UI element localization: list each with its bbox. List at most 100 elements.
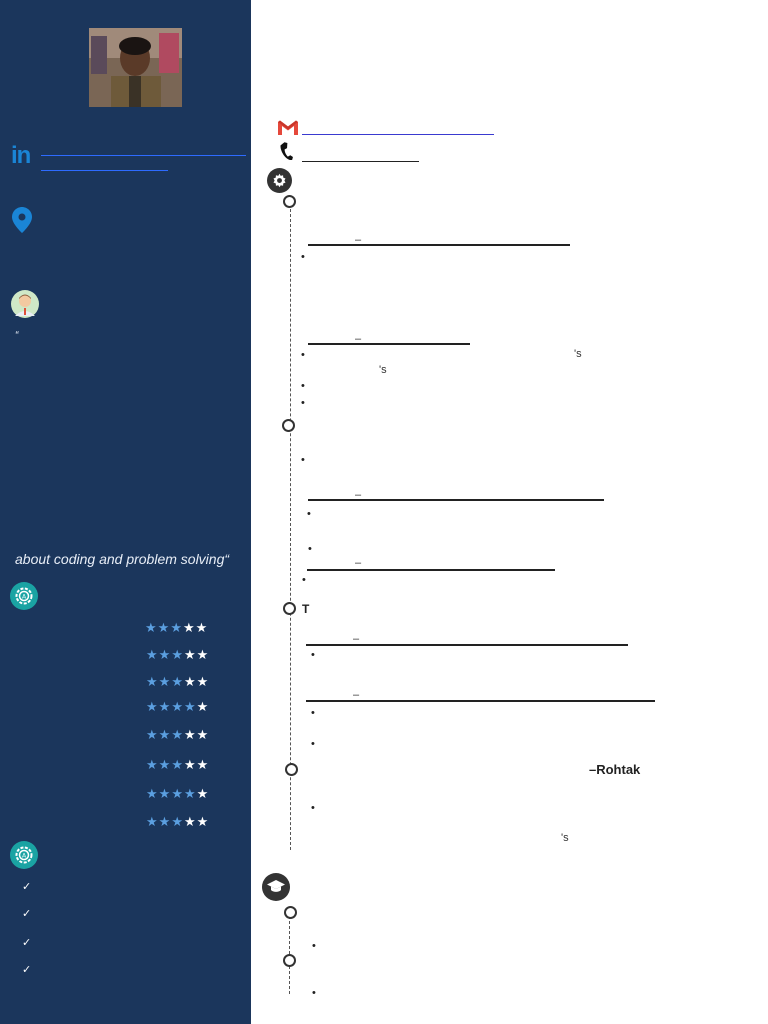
role-dash: – — [353, 689, 360, 701]
company-initial: T — [302, 602, 310, 616]
skill-star-rating: ★★★★★ — [145, 622, 208, 636]
role-dash: – — [355, 557, 362, 569]
bullet: • — [311, 649, 315, 661]
svg-text:A: A — [22, 853, 27, 860]
star-empty-icon: ★ — [183, 728, 197, 743]
star-filled-icon: ★ — [183, 787, 197, 802]
star-filled-icon: ★ — [158, 648, 172, 663]
job-location: –Rohtak — [589, 762, 641, 777]
check-item: ✓ — [22, 907, 32, 920]
quote-open-mark: “ — [15, 330, 19, 341]
star-empty-icon: ★ — [196, 700, 210, 715]
possessive-text: 's — [574, 348, 582, 360]
star-filled-icon: ★ — [158, 700, 172, 715]
star-empty-icon: ★ — [195, 621, 209, 636]
star-filled-icon: ★ — [171, 815, 184, 830]
profile-summary-tail: about coding and problem solving“ — [15, 551, 230, 567]
skill-star-rating: ★★★★★ — [146, 701, 209, 715]
education-cap-icon — [262, 873, 290, 901]
star-empty-icon: ★ — [182, 621, 196, 636]
star-filled-icon: ★ — [158, 675, 172, 690]
bullet: • — [301, 349, 305, 361]
star-filled-icon: ★ — [146, 787, 159, 802]
phone-icon — [278, 142, 294, 167]
role-underline — [307, 569, 555, 571]
bullet: • — [311, 738, 315, 750]
phone-link[interactable] — [302, 161, 419, 162]
profile-avatar-icon — [11, 290, 39, 323]
bullet: • — [312, 940, 316, 952]
star-empty-icon: ★ — [196, 675, 210, 690]
role-underline — [308, 244, 570, 246]
sidebar: in “ about coding and problem solving“ A… — [0, 0, 251, 1024]
role-dash: – — [355, 489, 362, 501]
star-filled-icon: ★ — [145, 621, 158, 636]
role-dash: – — [355, 234, 362, 246]
possessive-text: 's — [379, 364, 387, 376]
star-filled-icon: ★ — [146, 648, 159, 663]
star-filled-icon: ★ — [171, 728, 184, 743]
bullet: • — [312, 987, 316, 999]
svg-text:A: A — [22, 594, 27, 601]
star-filled-icon: ★ — [171, 648, 184, 663]
star-filled-icon: ★ — [146, 728, 159, 743]
bullet: • — [308, 543, 312, 555]
skill-star-rating: ★★★★★ — [146, 788, 209, 802]
role-dash: – — [353, 633, 360, 645]
possessive-text: 's — [561, 832, 569, 844]
timeline-node — [284, 906, 297, 919]
star-filled-icon: ★ — [183, 700, 197, 715]
skills-gear-icon: A — [10, 582, 38, 615]
star-empty-icon: ★ — [196, 648, 210, 663]
star-empty-icon: ★ — [183, 815, 197, 830]
bullet: • — [302, 574, 306, 586]
star-filled-icon: ★ — [171, 675, 184, 690]
linkedin-link[interactable] — [41, 155, 246, 156]
skill-star-rating: ★★★★★ — [146, 729, 209, 743]
star-filled-icon: ★ — [158, 758, 172, 773]
role-underline — [306, 700, 655, 702]
star-empty-icon: ★ — [196, 758, 210, 773]
email-link[interactable] — [302, 134, 494, 135]
star-filled-icon: ★ — [158, 815, 172, 830]
bullet: • — [301, 251, 305, 263]
bullet: • — [311, 707, 315, 719]
role-underline — [308, 499, 604, 501]
star-filled-icon: ★ — [158, 728, 172, 743]
location-pin-icon — [12, 207, 32, 238]
star-filled-icon: ★ — [146, 815, 159, 830]
skill-star-rating: ★★★★★ — [146, 676, 209, 690]
gmail-icon — [277, 120, 299, 140]
experience-gear-icon — [267, 168, 292, 193]
star-empty-icon: ★ — [183, 648, 197, 663]
star-filled-icon: ★ — [146, 758, 159, 773]
star-filled-icon: ★ — [171, 787, 184, 802]
experience-timeline — [290, 204, 291, 850]
star-filled-icon: ★ — [146, 700, 159, 715]
timeline-node — [282, 419, 295, 432]
skill-star-rating: ★★★★★ — [146, 759, 209, 773]
role-underline — [306, 644, 628, 646]
check-item: ✓ — [22, 963, 32, 976]
role-dash: – — [355, 333, 362, 345]
star-filled-icon: ★ — [157, 621, 171, 636]
bullet: • — [301, 380, 305, 392]
star-empty-icon: ★ — [196, 787, 210, 802]
star-empty-icon: ★ — [196, 728, 210, 743]
profile-photo — [89, 28, 182, 107]
bullet: • — [307, 508, 311, 520]
star-filled-icon: ★ — [171, 700, 184, 715]
star-empty-icon: ★ — [183, 675, 197, 690]
skill-star-rating: ★★★★★ — [146, 649, 209, 663]
star-filled-icon: ★ — [146, 675, 159, 690]
linkedin-icon[interactable]: in — [11, 142, 31, 169]
timeline-node — [283, 954, 296, 967]
linkedin-link-line-2[interactable] — [41, 170, 168, 171]
role-underline — [308, 343, 470, 345]
skill-star-rating: ★★★★★ — [146, 816, 209, 830]
star-empty-icon: ★ — [196, 815, 210, 830]
bullet: • — [311, 802, 315, 814]
star-empty-icon: ★ — [183, 758, 197, 773]
strengths-gear-icon: A — [10, 841, 38, 874]
bullet: • — [301, 454, 305, 466]
